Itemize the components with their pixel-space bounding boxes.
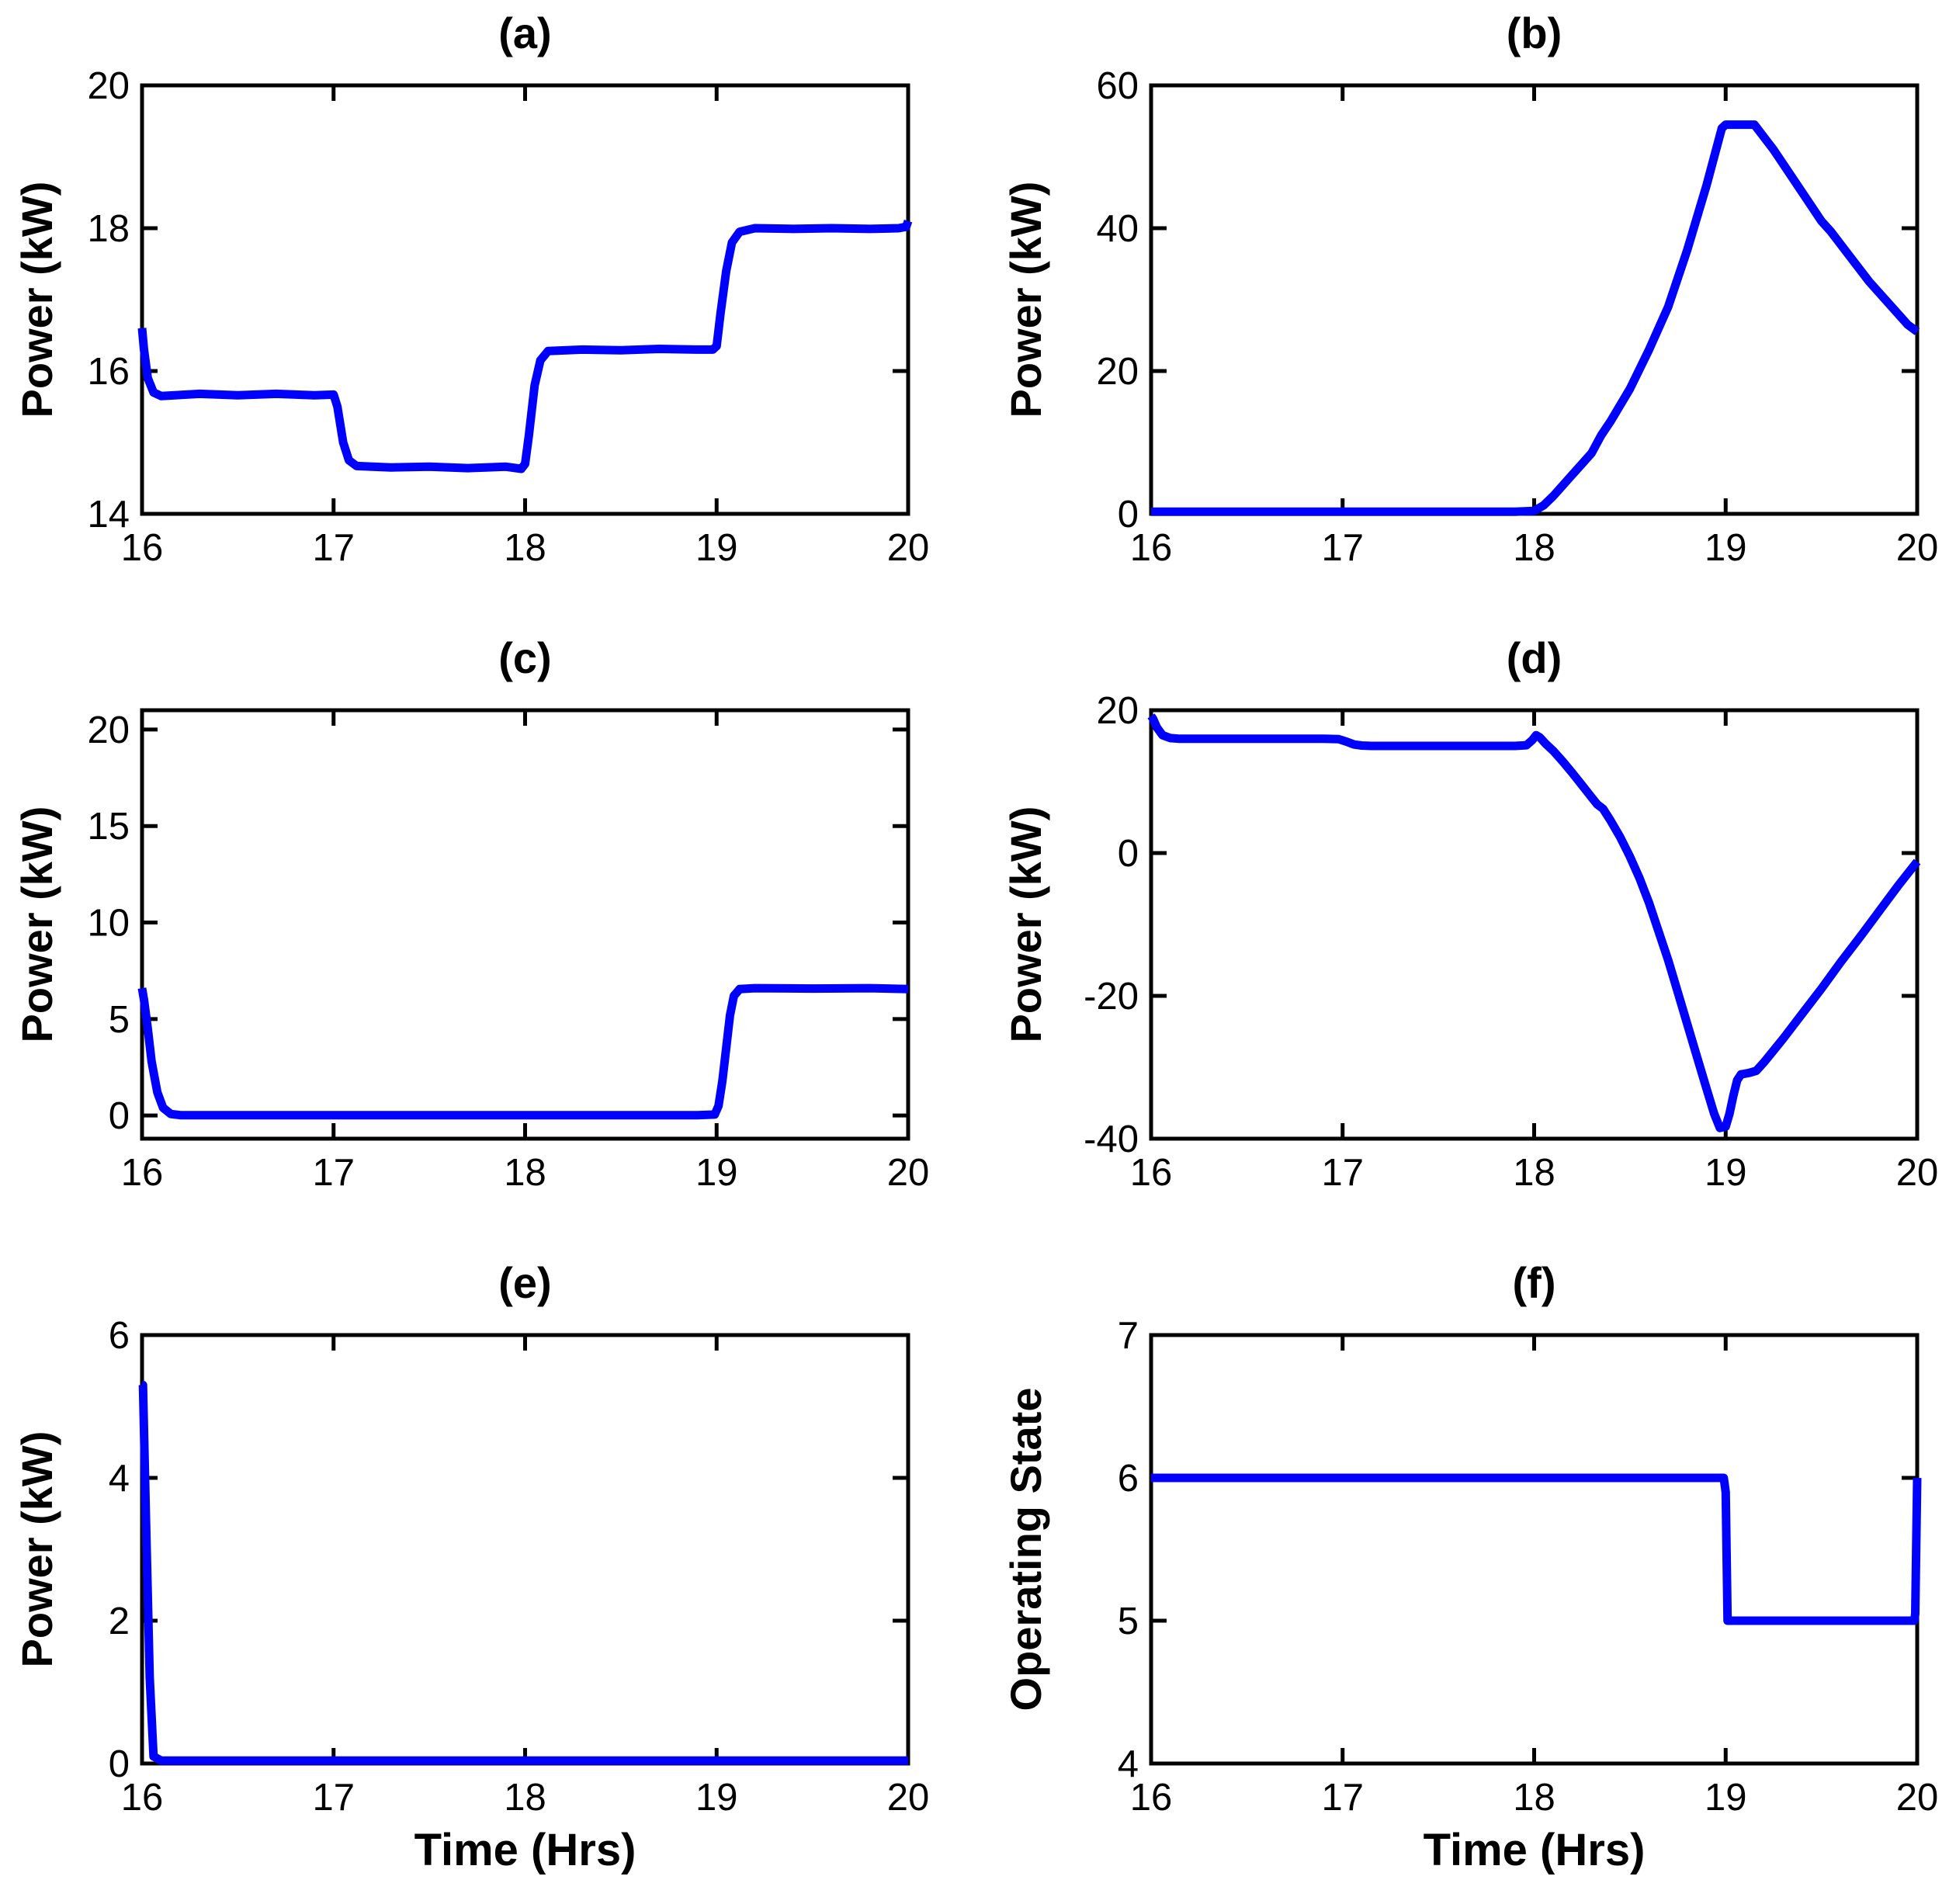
plot-e-canvas: 16 17 18 19 20 0 2 4 6 <box>109 1315 930 1819</box>
x-tick-label: 19 <box>695 1777 738 1819</box>
axes-box <box>1149 83 1920 516</box>
x-tick-label: 20 <box>1896 1152 1939 1194</box>
y-tick-label: 18 <box>87 208 130 250</box>
y-tick-label: 20 <box>87 709 130 751</box>
x-tick-label: 18 <box>504 1152 546 1194</box>
plot-f: (f) Operating State Time (Hrs) 16 17 18 19 2… <box>978 1250 1956 1904</box>
y-tick-label: 20 <box>1096 690 1139 732</box>
x-tick-label: 18 <box>504 527 546 569</box>
plot-d-title: (d) <box>1506 633 1562 682</box>
y-tick-label: 5 <box>1118 1601 1139 1642</box>
plot-c-title: (c) <box>498 633 552 682</box>
x-tick-label: 16 <box>1130 1152 1173 1194</box>
y-tick-label: 4 <box>1118 1743 1139 1785</box>
x-tick-label: 17 <box>312 1777 355 1819</box>
y-tick-label: -20 <box>1084 976 1139 1018</box>
plot-b: (b) Power (kW) 16 17 18 19 20 0 20 40 60 <box>978 0 1956 625</box>
y-tick-label: 40 <box>1096 208 1139 250</box>
plot-c-canvas: 16 17 18 19 20 0 5 10 15 20 <box>87 708 929 1194</box>
x-tick-label: 16 <box>1130 1777 1173 1819</box>
x-tick-label: 17 <box>1321 1152 1364 1194</box>
plot-d: (d) Power (kW) 16 17 18 19 20 -40 -20 0 20 <box>978 625 1956 1250</box>
y-tick-label: 0 <box>109 1743 130 1785</box>
y-tick-label: 15 <box>87 806 130 848</box>
y-tick-label: 6 <box>109 1315 130 1357</box>
x-tick-label: 19 <box>695 527 738 569</box>
y-tick-label: 14 <box>87 494 130 536</box>
axes-box <box>140 708 910 1141</box>
x-tick-label: 19 <box>1705 1152 1747 1194</box>
y-tick-label: 20 <box>87 65 130 107</box>
x-tick-label: 18 <box>1513 1152 1555 1194</box>
tick-labels: 16 17 18 19 20 -40 -20 0 20 <box>1084 690 1938 1194</box>
axis-ticks <box>140 83 910 516</box>
x-tick-label: 20 <box>887 1777 930 1819</box>
x-tick-label: 20 <box>1896 527 1939 569</box>
tick-labels: 16 17 18 19 20 0 20 40 60 <box>1096 65 1938 569</box>
plot-a-title: (a) <box>498 9 552 57</box>
axis-ticks <box>1149 83 1920 516</box>
y-tick-label: 10 <box>87 903 130 945</box>
x-tick-label: 17 <box>312 527 355 569</box>
x-tick-label: 20 <box>887 527 930 569</box>
y-tick-label: 20 <box>1096 351 1139 393</box>
axes-box <box>1149 708 1920 1141</box>
y-tick-label: 0 <box>1118 833 1139 875</box>
x-tick-label: 20 <box>887 1152 930 1194</box>
y-tick-label: -40 <box>1084 1118 1139 1160</box>
x-tick-label: 16 <box>121 1777 164 1819</box>
y-tick-label: 4 <box>109 1458 130 1500</box>
plot-d-canvas: 16 17 18 19 20 -40 -20 0 20 <box>1084 690 1938 1194</box>
plot-a: (a) Power (kW) 16 17 18 19 20 14 16 18 20 <box>0 0 978 625</box>
y-tick-label: 7 <box>1118 1315 1139 1357</box>
x-tick-label: 18 <box>504 1777 546 1819</box>
plot-f-xlabel: Time (Hrs) <box>1423 1825 1646 1875</box>
plot-e-xlabel: Time (Hrs) <box>414 1825 636 1875</box>
x-tick-label: 18 <box>1513 1777 1555 1819</box>
tick-labels: 16 17 18 19 20 0 5 10 15 20 <box>87 709 929 1194</box>
plot-e: (e) Power (kW) Time (Hrs) 16 17 18 19 20 0 2 4 6 <box>0 1250 978 1904</box>
x-tick-label: 19 <box>1705 527 1747 569</box>
plot-f-canvas: 16 17 18 19 20 4 5 6 7 <box>1118 1315 1939 1819</box>
x-tick-label: 16 <box>1130 527 1173 569</box>
x-tick-label: 18 <box>1513 527 1555 569</box>
x-tick-label: 17 <box>1321 1777 1364 1819</box>
y-tick-label: 16 <box>87 351 130 393</box>
x-tick-label: 16 <box>121 1152 164 1194</box>
x-tick-label: 17 <box>312 1152 355 1194</box>
axes-box <box>1149 1333 1920 1766</box>
x-tick-label: 17 <box>1321 527 1364 569</box>
data-line <box>1151 1473 1922 1625</box>
y-tick-label: 0 <box>109 1095 130 1137</box>
data-line <box>138 1380 908 1765</box>
axis-ticks <box>140 710 910 1139</box>
x-tick-label: 19 <box>1705 1777 1747 1819</box>
plot-b-canvas: 16 17 18 19 20 0 20 40 60 <box>1096 65 1938 569</box>
y-tick-label: 2 <box>109 1601 130 1642</box>
axes-box <box>140 1333 910 1766</box>
axis-ticks <box>1149 1333 1920 1766</box>
x-tick-label: 20 <box>1896 1777 1939 1819</box>
y-tick-label: 5 <box>109 999 130 1041</box>
x-tick-label: 19 <box>695 1152 738 1194</box>
data-line <box>1151 120 1920 516</box>
axis-ticks <box>140 1333 910 1766</box>
plot-b-title: (b) <box>1506 9 1562 57</box>
tick-labels: 16 17 18 19 20 4 5 6 7 <box>1118 1315 1939 1819</box>
plot-c: (c) Power (kW) 16 17 18 19 20 0 5 10 15 20 <box>0 625 978 1250</box>
data-line <box>137 983 909 1120</box>
y-tick-label: 6 <box>1118 1458 1139 1500</box>
y-tick-label: 0 <box>1118 494 1139 536</box>
plot-f-title: (f) <box>1512 1258 1556 1307</box>
data-line <box>1147 713 1921 1132</box>
x-tick-label: 16 <box>121 527 164 569</box>
y-tick-label: 60 <box>1096 65 1139 107</box>
tick-labels: 16 17 18 19 20 0 2 4 6 <box>109 1315 930 1819</box>
axis-ticks <box>1149 708 1920 1141</box>
data-line <box>137 220 913 473</box>
plot-e-title: (e) <box>498 1258 552 1307</box>
